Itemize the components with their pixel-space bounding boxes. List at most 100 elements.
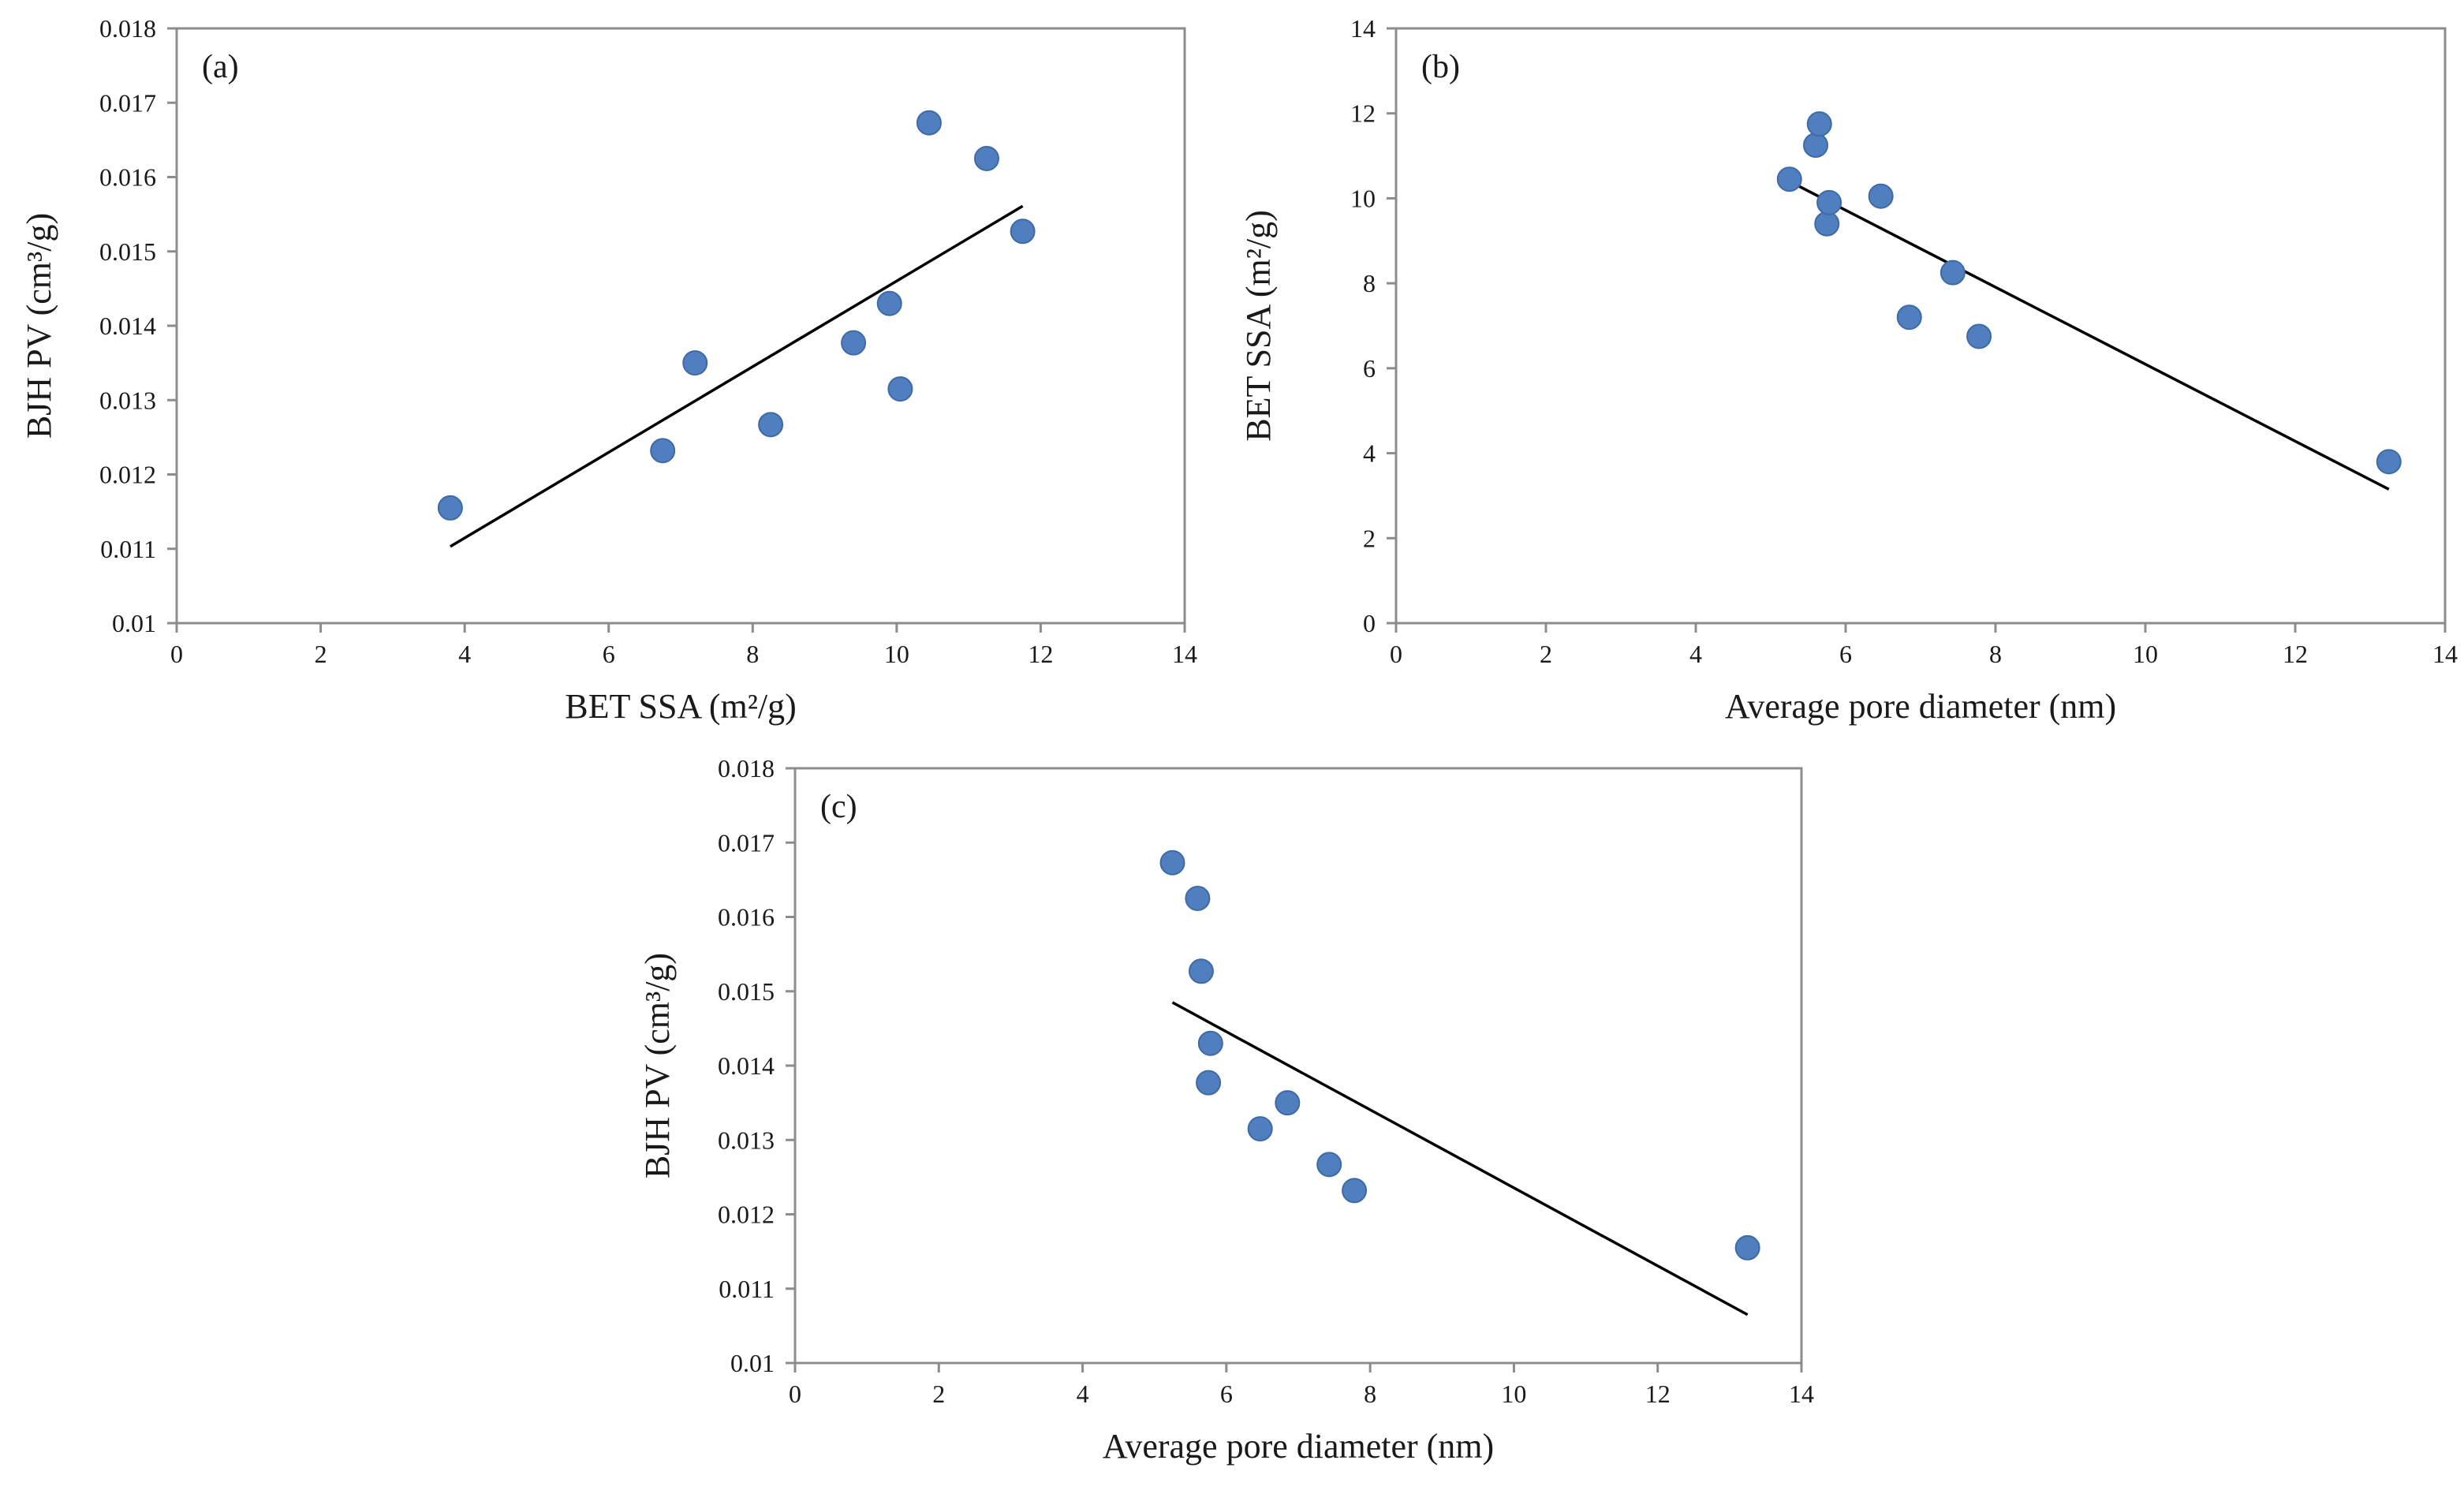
chart-panel-c: 0 2 4 6 8 10 12 14 0.01 0.011 0.012 0.013 0.014 0.015… — [638, 754, 1814, 1466]
data-point-c — [1196, 1070, 1222, 1096]
x-axis-label-c: Average pore diameter (nm) — [1103, 1427, 1494, 1466]
data-point-a — [973, 145, 999, 171]
y-tick-label-c: 0.01 — [730, 1349, 775, 1377]
y-tick-label-b: 14 — [1350, 14, 1376, 43]
y-tick-label-c: 0.018 — [718, 754, 775, 782]
y-tick-label-b: 10 — [1350, 184, 1376, 212]
y-tick-label-c: 0.014 — [718, 1051, 775, 1080]
x-tick-label-c: 0 — [789, 1380, 801, 1408]
y-tick-label-c: 0.017 — [718, 828, 775, 857]
y-tick-label-a: 0.015 — [99, 237, 156, 266]
data-point-a — [887, 376, 913, 402]
x-tick-label-c: 2 — [932, 1380, 945, 1408]
x-tick-label-b: 0 — [1390, 640, 1402, 668]
data-point-a — [682, 350, 708, 376]
y-tick-label-a: 0.013 — [99, 386, 156, 414]
data-point-c — [1316, 1152, 1342, 1178]
x-tick-label-a: 0 — [170, 640, 183, 668]
x-tick-label-c: 8 — [1364, 1380, 1376, 1408]
y-tick-label-b: 4 — [1363, 439, 1376, 468]
data-point-a — [876, 290, 902, 316]
x-tick-label-b: 8 — [1989, 640, 2002, 668]
chart-panel-a: 0 2 4 6 8 10 12 14 0.01 0.011 0.012 0.013 0.014 0.015… — [20, 14, 1197, 726]
y-tick-label-a: 0.017 — [99, 88, 156, 117]
y-tick-label-b: 0 — [1363, 609, 1376, 637]
trend-line-b — [1788, 180, 2390, 491]
x-tick-label-b: 6 — [1839, 640, 1852, 668]
data-point-b — [1939, 260, 1966, 286]
plot-area-b — [1394, 27, 2447, 625]
trend-line-a — [449, 204, 1024, 548]
data-point-a — [1010, 218, 1036, 245]
y-axis-label-c: BJH PV (cm³/g) — [638, 953, 677, 1178]
x-tick-label-b: 14 — [2432, 640, 2458, 668]
data-point-a — [758, 412, 784, 438]
y-tick-label-c: 0.013 — [718, 1126, 775, 1154]
data-point-b — [1896, 304, 1922, 330]
y-axis-label-a: BJH PV (cm³/g) — [20, 213, 58, 439]
y-tick-label-a: 0.014 — [99, 312, 156, 340]
y-tick-label-b: 2 — [1363, 524, 1376, 552]
x-tick-label-a: 6 — [603, 640, 615, 668]
x-axis-label-a: BET SSA (m²/g) — [565, 687, 797, 726]
y-tick-label-c: 0.011 — [719, 1275, 775, 1303]
data-point-b — [1776, 166, 1802, 192]
y-axis-label-b: BET SSA (m²/g) — [1239, 210, 1278, 442]
x-tick-label-a: 4 — [458, 640, 471, 668]
x-tick-label-b: 4 — [1689, 640, 1702, 668]
data-point-c — [1342, 1178, 1368, 1204]
data-point-c — [1734, 1234, 1760, 1260]
x-tick-label-a: 14 — [1172, 640, 1197, 668]
y-tick-label-c: 0.012 — [718, 1201, 775, 1229]
x-tick-label-c: 4 — [1077, 1380, 1089, 1408]
x-tick-label-b: 12 — [2283, 640, 2308, 668]
x-tick-label-a: 8 — [746, 640, 759, 668]
panel-label-b: (b) — [1421, 49, 1460, 85]
plot-area-c — [793, 767, 1803, 1365]
x-tick-label-c: 12 — [1645, 1380, 1671, 1408]
data-point-a — [650, 438, 676, 464]
trend-line-c — [1171, 1001, 1749, 1316]
y-tick-label-a: 0.011 — [100, 535, 156, 563]
data-point-b — [1806, 111, 1832, 137]
data-point-c — [1247, 1116, 1273, 1142]
panel-label-c: (c) — [820, 789, 857, 825]
y-tick-label-b: 6 — [1363, 354, 1376, 383]
x-tick-label-b: 2 — [1540, 640, 1552, 668]
data-point-c — [1188, 958, 1214, 984]
plot-area-a — [175, 27, 1186, 625]
data-point-b — [1868, 183, 1894, 209]
y-tick-label-b: 8 — [1363, 269, 1376, 297]
x-tick-label-a: 10 — [884, 640, 909, 668]
data-point-b — [1803, 133, 1828, 159]
x-tick-label-a: 12 — [1028, 640, 1053, 668]
data-point-b — [1966, 323, 1992, 349]
data-point-a — [437, 495, 463, 521]
x-tick-label-a: 2 — [315, 640, 327, 668]
x-tick-label-c: 10 — [1501, 1380, 1526, 1408]
data-point-c — [1197, 1030, 1223, 1056]
x-tick-label-c: 14 — [1789, 1380, 1814, 1408]
x-tick-label-b: 10 — [2133, 640, 2158, 668]
y-tick-label-b: 12 — [1350, 99, 1376, 128]
y-tick-label-c: 0.016 — [718, 903, 775, 932]
data-point-b — [2376, 449, 2402, 475]
x-axis-label-b: Average pore diameter (nm) — [1725, 687, 2116, 726]
data-point-b — [1814, 211, 1840, 237]
y-tick-label-a: 0.018 — [99, 14, 156, 43]
data-point-b — [1816, 189, 1842, 215]
data-point-a — [841, 330, 867, 356]
data-point-c — [1185, 885, 1211, 911]
y-tick-label-c: 0.015 — [718, 977, 775, 1006]
y-tick-label-a: 0.01 — [112, 609, 156, 637]
y-tick-label-a: 0.012 — [99, 461, 156, 489]
data-point-a — [916, 110, 942, 136]
y-tick-label-a: 0.016 — [99, 163, 156, 192]
x-tick-label-c: 6 — [1220, 1380, 1233, 1408]
data-point-c — [1275, 1090, 1301, 1116]
panel-label-a: (a) — [202, 49, 239, 85]
chart-panel-b: 0 2 4 6 8 10 12 14 0 2 4 6 8 10 12 14 Average pore diame… — [1239, 14, 2458, 726]
data-point-c — [1159, 850, 1185, 876]
